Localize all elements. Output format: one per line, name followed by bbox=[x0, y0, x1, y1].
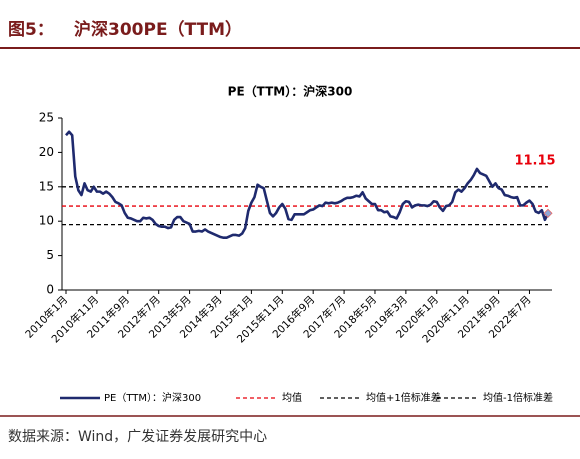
legend-label: 均值+1倍标准差 bbox=[366, 391, 441, 404]
figure-label: 图5： bbox=[8, 20, 54, 40]
y-tick-label: 20 bbox=[39, 145, 54, 159]
annotation: 11.15 bbox=[514, 154, 555, 169]
last-point-marker bbox=[543, 208, 553, 218]
chart-title: PE（TTM）：沪深300 bbox=[228, 84, 353, 99]
y-tick-label: 5 bbox=[46, 248, 54, 262]
series-line bbox=[65, 130, 550, 240]
y-tick-label: 15 bbox=[39, 179, 54, 193]
y-tick-label: 25 bbox=[39, 111, 54, 125]
y-tick-label: 0 bbox=[46, 283, 54, 297]
figure-title: 沪深300PE（TTM） bbox=[74, 19, 242, 40]
source: 数据来源：Wind，广发证券发展研究中心 bbox=[8, 429, 267, 445]
legend-label: 均值 bbox=[282, 391, 302, 404]
legend-label: 均值-1倍标准差 bbox=[483, 391, 553, 404]
legend-label: PE（TTM）：沪深300 bbox=[104, 391, 201, 404]
y-tick-label: 10 bbox=[39, 214, 54, 228]
